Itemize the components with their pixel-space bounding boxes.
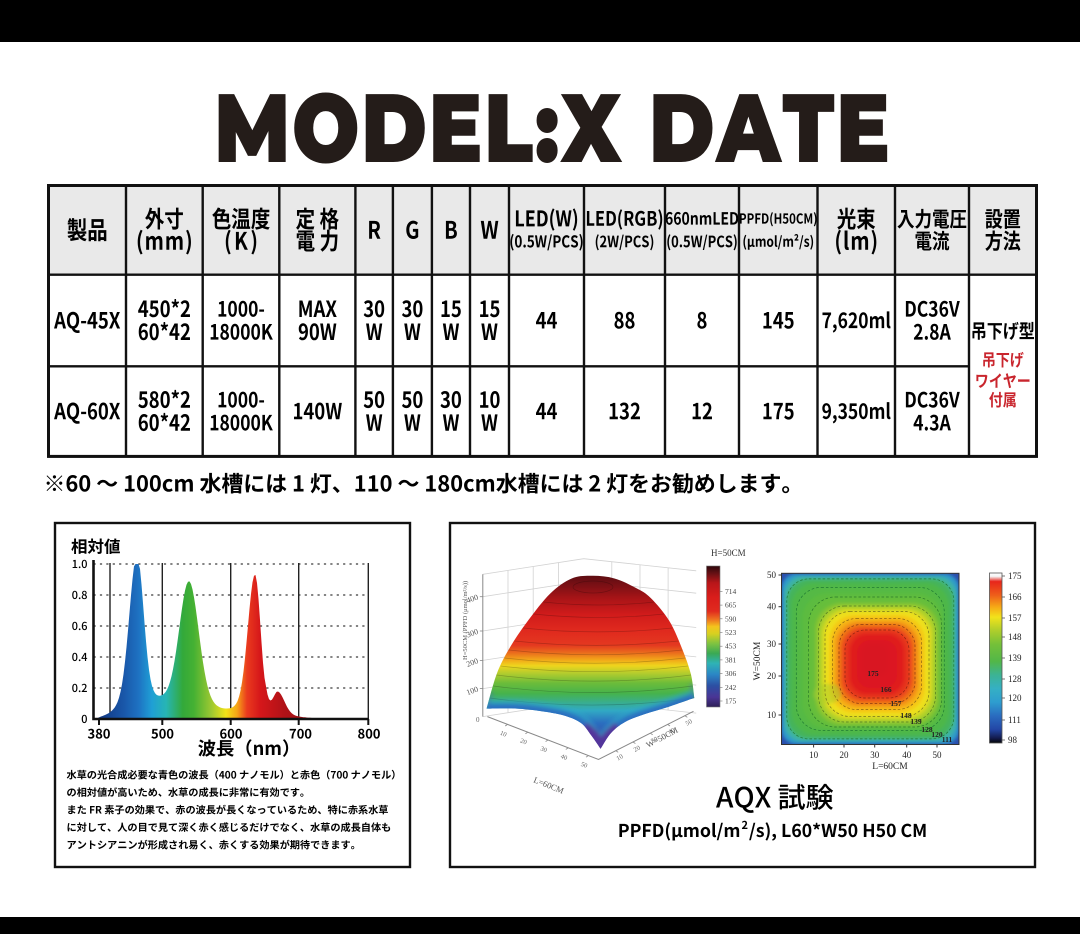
svg-text:W=50CM: W=50CM: [753, 641, 763, 680]
svg-text:157: 157: [890, 699, 902, 708]
svg-text:20: 20: [633, 745, 642, 754]
svg-text:400: 400: [465, 593, 479, 606]
svg-text:166: 166: [880, 685, 892, 694]
svg-text:175: 175: [725, 697, 737, 706]
svg-text:139: 139: [1008, 653, 1022, 663]
svg-text:590: 590: [725, 614, 737, 623]
svg-text:175: 175: [867, 669, 879, 678]
svg-text:10: 10: [615, 753, 624, 762]
svg-text:175: 175: [1008, 571, 1022, 581]
svg-text:714: 714: [725, 587, 737, 596]
svg-text:30: 30: [650, 736, 659, 745]
svg-text:30: 30: [539, 745, 548, 754]
svg-text:148: 148: [900, 711, 912, 720]
svg-text:20: 20: [840, 750, 850, 760]
svg-text:300: 300: [465, 627, 479, 640]
svg-text:30: 30: [870, 750, 880, 760]
svg-text:381: 381: [725, 655, 737, 664]
svg-text:50: 50: [685, 718, 694, 727]
svg-text:128: 128: [1008, 674, 1022, 684]
svg-text:166: 166: [1008, 592, 1022, 602]
svg-text:20: 20: [519, 738, 528, 747]
svg-text:148: 148: [1008, 632, 1022, 642]
svg-text:40: 40: [767, 602, 777, 612]
svg-text:523: 523: [725, 628, 737, 637]
svg-text:111: 111: [942, 735, 953, 744]
svg-text:242: 242: [725, 683, 737, 692]
svg-text:L=60CM: L=60CM: [872, 762, 908, 772]
svg-text:10: 10: [499, 730, 508, 739]
svg-text:10: 10: [809, 750, 819, 760]
svg-text:200: 200: [465, 656, 479, 669]
svg-text:H=50CM (PPFD (μmol/m²/s)): H=50CM (PPFD (μmol/m²/s)): [462, 581, 469, 660]
svg-text:98: 98: [1008, 735, 1018, 745]
svg-text:50: 50: [580, 761, 589, 770]
svg-text:665: 665: [725, 601, 737, 610]
svg-text:20: 20: [767, 671, 777, 681]
svg-text:120: 120: [1008, 693, 1022, 703]
svg-text:100: 100: [465, 685, 479, 698]
svg-text:W=50CM: W=50CM: [644, 725, 680, 750]
svg-text:30: 30: [767, 639, 777, 649]
svg-text:40: 40: [667, 727, 676, 736]
svg-text:10: 10: [767, 710, 777, 720]
svg-text:40: 40: [902, 750, 912, 760]
svg-text:50: 50: [933, 750, 943, 760]
svg-text:H=50CM: H=50CM: [711, 548, 746, 558]
svg-text:40: 40: [559, 753, 568, 762]
svg-text:50: 50: [767, 570, 777, 580]
svg-text:157: 157: [1008, 613, 1022, 623]
svg-text:128: 128: [921, 725, 933, 734]
svg-text:L=60CM: L=60CM: [532, 775, 566, 796]
svg-text:139: 139: [910, 717, 922, 726]
svg-text:0: 0: [476, 716, 480, 724]
svg-text:453: 453: [725, 642, 737, 651]
svg-text:306: 306: [725, 669, 737, 678]
svg-text:111: 111: [1008, 715, 1021, 725]
svg-text:120: 120: [931, 730, 943, 739]
